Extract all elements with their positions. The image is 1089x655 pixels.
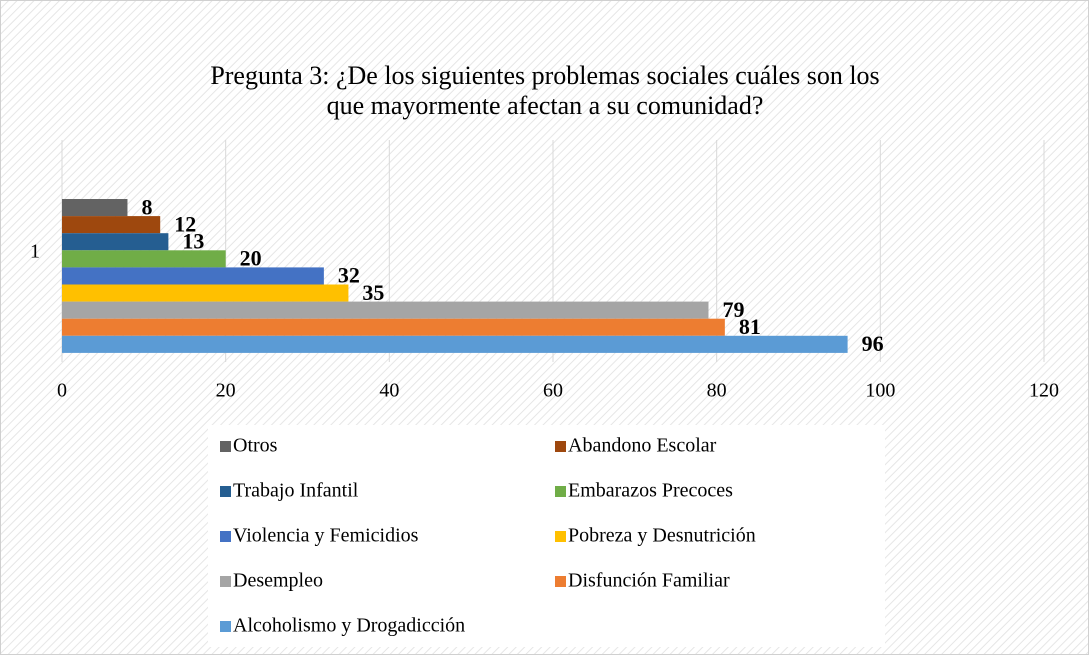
bar (62, 301, 709, 319)
data-label: 12 (174, 211, 196, 236)
bar (62, 284, 349, 302)
data-label: 8 (141, 194, 152, 219)
bar (62, 233, 169, 251)
x-tick-label: 80 (707, 380, 727, 402)
x-tick-label: 20 (216, 380, 236, 402)
legend-swatch (220, 621, 231, 632)
legend-swatch (555, 441, 566, 452)
y-tick-label: 1 (30, 241, 40, 263)
data-label: 79 (722, 297, 744, 322)
legend-label: Otros (233, 435, 278, 457)
bar (62, 199, 128, 217)
bar (62, 267, 324, 285)
bar (62, 216, 161, 234)
chart-title: que mayormente afectan a su comunidad? (327, 91, 764, 120)
legend-swatch (220, 486, 231, 497)
data-label: 13 (182, 229, 204, 254)
legend-label: Violencia y Femicidios (233, 525, 419, 547)
bar (62, 318, 725, 336)
data-label: 32 (338, 263, 360, 288)
legend-label: Trabajo Infantil (233, 480, 359, 502)
legend-swatch (220, 441, 231, 452)
x-tick-label: 120 (1029, 380, 1059, 402)
x-tick-label: 40 (379, 380, 399, 402)
legend-label: Pobreza y Desnutrición (568, 525, 756, 547)
x-tick-label: 60 (543, 380, 563, 402)
bar (62, 335, 848, 353)
data-label: 35 (362, 280, 384, 305)
bar (62, 250, 226, 268)
x-tick-label: 0 (57, 380, 67, 402)
legend-swatch (555, 576, 566, 587)
chart-title: Pregunta 3: ¿De los siguientes problemas… (210, 61, 879, 90)
data-label: 81 (739, 314, 761, 339)
legend-swatch (220, 576, 231, 587)
x-tick-label: 100 (865, 380, 895, 402)
data-label: 96 (862, 331, 884, 356)
legend-label: Abandono Escolar (568, 435, 717, 457)
legend-label: Alcoholismo y Drogadicción (233, 615, 465, 637)
legend-box (208, 425, 885, 647)
legend-label: Disfunción Familiar (568, 570, 730, 592)
legend-label: Embarazos Precoces (568, 480, 733, 502)
legend-swatch (220, 531, 231, 542)
legend-swatch (555, 486, 566, 497)
legend-swatch (555, 531, 566, 542)
data-label: 20 (240, 246, 262, 271)
legend-label: Desempleo (233, 570, 323, 592)
